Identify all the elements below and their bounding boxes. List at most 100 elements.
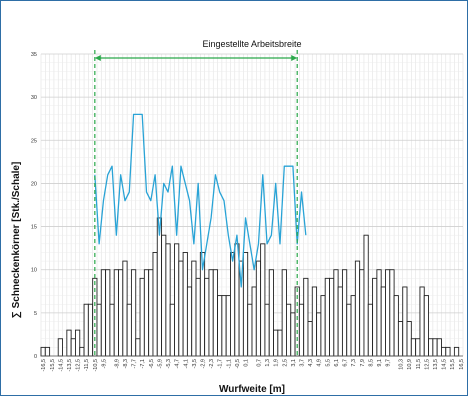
- histogram-bar: [410, 338, 417, 357]
- histogram-bar: [337, 286, 343, 357]
- histogram-bar: [428, 338, 434, 357]
- histogram-bar: [445, 346, 451, 357]
- histogram-bar: [96, 303, 102, 357]
- y-tick-label: 15: [31, 225, 37, 231]
- x-tick-label: 1,3: [265, 359, 271, 367]
- x-tick-label: -16,5: [41, 359, 47, 372]
- x-tick-labels: -16,5 -15,5 -14,5 -13,5 -12,5 -11,5 -10,5 -9,5 -…: [41, 359, 465, 372]
- x-tick-label: -2,3: [209, 359, 215, 368]
- histogram-bar: [268, 269, 274, 357]
- histogram-bar: [432, 338, 438, 357]
- x-tick-label: -5,3: [166, 359, 172, 368]
- x-tick-label: -9,5: [101, 359, 107, 368]
- histogram-bar: [354, 260, 361, 357]
- x-tick-label: 5,5: [325, 359, 331, 367]
- histogram-bar: [208, 269, 214, 357]
- histogram-bar: [329, 277, 335, 357]
- histogram-bar: [148, 269, 154, 357]
- histogram-bar: [182, 252, 188, 357]
- histogram-bar: [324, 277, 330, 357]
- x-tick-label: -13,5: [67, 359, 73, 372]
- histogram-bar: [195, 277, 201, 357]
- x-tick-label: -12,5: [76, 359, 82, 372]
- x-tick-label: 6,1: [334, 359, 340, 367]
- arrowhead-right: [291, 55, 298, 61]
- histogram-bar: [79, 346, 85, 357]
- histogram-bar: [83, 303, 89, 357]
- histogram-bar: [277, 329, 283, 357]
- histogram-bar: [247, 303, 253, 357]
- histogram-bar: [217, 295, 223, 357]
- histogram-bar: [273, 329, 279, 357]
- x-tick-label: -14,5: [58, 359, 64, 372]
- y-tick-label: 5: [34, 311, 37, 317]
- histogram-bar: [350, 295, 356, 357]
- histogram-bar: [122, 260, 128, 357]
- histogram-bar: [320, 295, 326, 357]
- histogram-bar: [419, 286, 425, 357]
- x-tick-label: 10,3: [399, 359, 405, 370]
- histogram-bar: [242, 252, 249, 357]
- histogram-bar: [57, 338, 63, 357]
- histogram-bar: [161, 234, 167, 357]
- histogram-bar: [100, 269, 107, 357]
- histogram-bar: [225, 295, 231, 357]
- histogram-bar: [169, 303, 175, 357]
- x-tick-label: -2,9: [200, 359, 206, 368]
- x-tick-label: 3,7: [300, 359, 306, 367]
- x-tick-label: 11,5: [416, 359, 422, 369]
- y-tick-label: 30: [31, 95, 37, 101]
- y-axis-label: ∑ Schneckenkörner [Stk./Schale]: [11, 162, 22, 319]
- x-tick-label: -5,9: [157, 359, 163, 368]
- x-tick-label: 0,1: [244, 359, 250, 367]
- histogram-bar: [191, 260, 197, 357]
- x-tick-label: -7,7: [132, 359, 138, 368]
- x-tick-label: -15,5: [50, 359, 56, 372]
- histogram-bar: [105, 269, 111, 357]
- histogram-bar: [281, 269, 287, 357]
- histogram-bar: [397, 321, 404, 357]
- histogram-bar: [376, 269, 382, 357]
- x-tick-label: 9,7: [386, 359, 392, 367]
- bar-series: [40, 217, 463, 357]
- y-tick-label: 35: [31, 52, 37, 58]
- histogram-bar: [230, 252, 236, 357]
- histogram-bar: [139, 277, 145, 357]
- histogram-bar: [290, 312, 296, 357]
- x-tick-label: 2,5: [282, 359, 288, 367]
- histogram-bar: [70, 338, 76, 357]
- histogram-bar: [221, 295, 227, 357]
- x-tick-label: 13,5: [433, 359, 439, 370]
- histogram-bar: [40, 346, 46, 357]
- x-tick-label: 15,5: [450, 359, 456, 370]
- histogram-bar: [316, 312, 322, 357]
- histogram-bar: [174, 243, 180, 357]
- histogram-bar: [186, 286, 193, 357]
- arrowhead-left: [94, 55, 101, 61]
- x-tick-label: 1,9: [274, 359, 280, 367]
- histogram-bar: [212, 269, 219, 357]
- x-tick-label: -4,1: [183, 359, 189, 368]
- x-tick-label: 7,3: [351, 359, 357, 367]
- histogram-bar: [109, 303, 115, 357]
- x-tick-label: 3,1: [291, 359, 297, 367]
- x-tick-label: 12,5: [424, 359, 430, 370]
- histogram-bar: [402, 286, 408, 357]
- histogram-bar: [285, 303, 292, 357]
- histogram-bar: [363, 234, 369, 357]
- histogram-bar: [406, 321, 412, 357]
- x-tick-label: 7,9: [360, 359, 366, 367]
- y-tick-label: 25: [31, 138, 37, 144]
- y-tick-label: 0: [34, 354, 37, 360]
- histogram-bar: [307, 321, 313, 357]
- histogram-bar: [423, 295, 430, 357]
- histogram-bar: [359, 269, 365, 357]
- histogram-bar: [415, 338, 421, 357]
- x-tick-label: 9,1: [377, 359, 383, 367]
- histogram-bar: [389, 269, 395, 357]
- histogram-bar: [87, 303, 94, 357]
- histogram-bar: [441, 346, 447, 357]
- histogram-bar: [204, 277, 210, 357]
